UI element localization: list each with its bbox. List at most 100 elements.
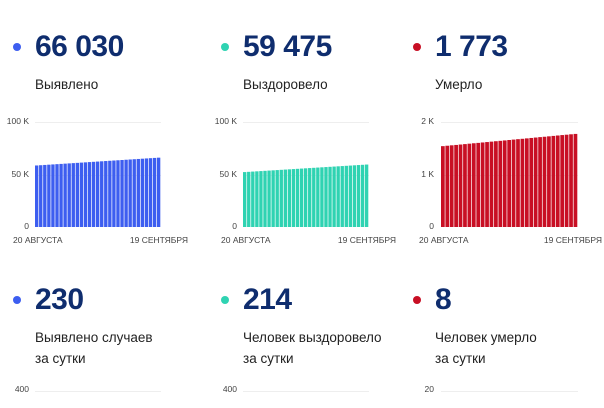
bar xyxy=(275,170,279,227)
bar xyxy=(485,142,489,227)
bar xyxy=(494,141,498,227)
bar xyxy=(255,171,259,227)
bar xyxy=(516,139,520,227)
x-tick-start: 20 АВГУСТА xyxy=(13,235,63,245)
x-tick-start: 20 АВГУСТА xyxy=(221,235,271,245)
bar xyxy=(295,168,300,227)
bar xyxy=(507,140,512,227)
daily-value: 8 xyxy=(435,283,452,316)
bar xyxy=(148,158,153,227)
legend-dot-icon xyxy=(13,43,21,51)
bar xyxy=(79,162,84,227)
daily-label-line2: за сутки xyxy=(435,351,486,366)
bar xyxy=(63,163,67,227)
y-tick-label: 50 K xyxy=(219,168,238,179)
bar xyxy=(51,164,55,227)
bar xyxy=(156,157,161,227)
bar xyxy=(259,171,263,227)
x-tick-end: 19 СЕНТЯБРЯ xyxy=(129,235,188,245)
x-tick-end: 19 СЕНТЯБРЯ xyxy=(543,235,602,245)
bar xyxy=(476,142,481,227)
bar xyxy=(352,165,357,227)
bar xyxy=(247,171,251,227)
bar xyxy=(498,140,503,227)
bar xyxy=(547,136,551,227)
bar xyxy=(263,170,267,227)
bar-chart-confirmed xyxy=(35,157,161,227)
bar xyxy=(520,138,525,227)
bar xyxy=(75,162,80,227)
bar xyxy=(449,145,454,227)
bar xyxy=(95,161,100,227)
bar xyxy=(458,144,463,227)
bar xyxy=(87,162,92,227)
bar xyxy=(120,160,124,227)
daily-label-line1: Человек выздоровело xyxy=(243,330,382,345)
bar xyxy=(454,144,458,227)
bar xyxy=(91,161,96,227)
stat-card-deaths: 1 773 Умерло 0 1 K 2 K 20 АВГУСТА 19 СЕНТЯБРЯ 8… xyxy=(400,0,602,408)
bar xyxy=(471,143,476,227)
bar xyxy=(336,166,340,227)
x-tick-end: 19 СЕНТЯБРЯ xyxy=(337,235,396,245)
bar xyxy=(303,168,308,227)
bar xyxy=(71,163,75,227)
bar xyxy=(136,158,140,227)
bar xyxy=(287,169,292,227)
bar xyxy=(251,171,255,227)
bar xyxy=(344,165,348,227)
bar xyxy=(152,157,157,227)
bar xyxy=(441,146,445,227)
bar xyxy=(445,145,450,227)
bar xyxy=(511,139,516,227)
bar xyxy=(480,142,485,227)
bar-chart-recovered xyxy=(243,164,369,227)
gridline xyxy=(35,122,161,123)
bar xyxy=(560,135,565,227)
y-tick-label: 0 xyxy=(232,221,237,231)
daily-y-tick-label: 20 xyxy=(424,384,434,394)
legend-dot-icon xyxy=(221,43,229,51)
bar xyxy=(267,170,271,227)
bar xyxy=(39,165,43,227)
bar xyxy=(360,164,365,227)
bar xyxy=(524,138,529,227)
daily-label-line2: за сутки xyxy=(243,351,294,366)
y-tick-label: 50 K xyxy=(11,168,30,179)
bar xyxy=(356,165,361,227)
y-tick-label: 0 xyxy=(24,221,29,231)
total-label: Выявлено xyxy=(35,77,99,92)
gridline xyxy=(441,391,578,392)
y-tick-label: 1 K xyxy=(421,168,434,179)
total-value: 1 773 xyxy=(435,30,508,63)
bar xyxy=(542,136,547,227)
bar xyxy=(364,164,369,227)
bar xyxy=(340,166,344,227)
gridline xyxy=(243,391,369,392)
daily-y-tick-label: 400 xyxy=(222,384,237,394)
bar xyxy=(59,163,63,227)
y-tick-label: 100 K xyxy=(214,116,237,126)
stat-card-confirmed: 66 030 Выявлено 0 50 K 100 K 20 АВГУСТА 19 СЕН… xyxy=(0,0,200,408)
daily-value: 230 xyxy=(35,283,84,316)
y-tick-label: 0 xyxy=(429,221,434,231)
bar xyxy=(489,141,494,227)
bar xyxy=(564,134,569,227)
bar xyxy=(83,162,88,227)
bar xyxy=(332,166,336,227)
bar xyxy=(551,135,556,227)
bar xyxy=(108,160,112,227)
bar xyxy=(271,170,275,227)
bar xyxy=(312,167,316,227)
bar xyxy=(128,159,132,227)
bar xyxy=(116,160,120,227)
bar xyxy=(328,166,332,227)
bar-chart-deaths xyxy=(441,133,578,227)
bar xyxy=(243,172,247,227)
gridline xyxy=(441,122,578,123)
bar xyxy=(279,169,283,227)
gridline xyxy=(243,122,369,123)
total-value: 59 475 xyxy=(243,30,332,63)
bar xyxy=(124,159,128,227)
x-tick-start: 20 АВГУСТА xyxy=(419,235,469,245)
